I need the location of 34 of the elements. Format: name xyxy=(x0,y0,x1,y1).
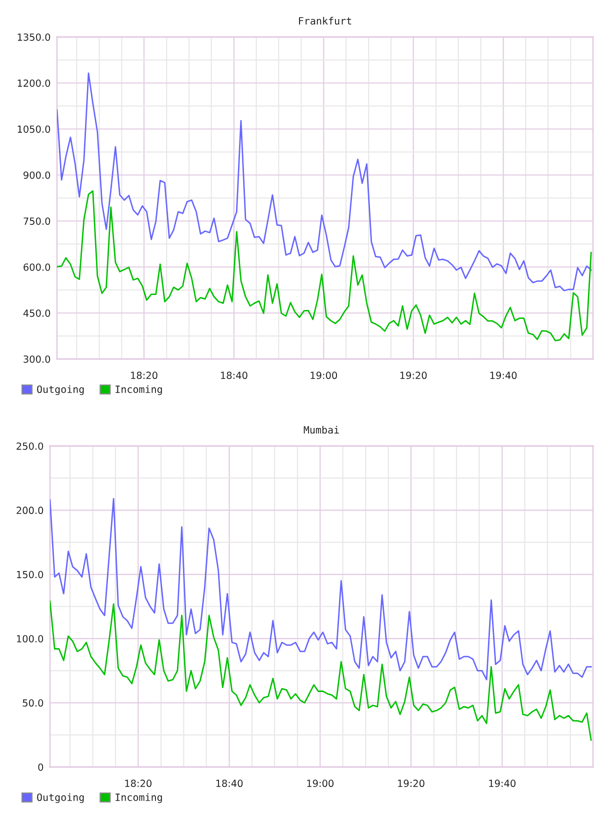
legend-label: Incoming xyxy=(116,385,162,396)
x-tick-label: 19:00 xyxy=(307,780,334,788)
y-tick-label: 600.0 xyxy=(24,263,50,271)
y-tick-label: 300.0 xyxy=(24,355,50,363)
legend-label: Outgoing xyxy=(37,793,84,804)
x-tick-label: 19:40 xyxy=(490,372,517,380)
y-tick-label: 0 xyxy=(38,763,44,771)
y-tick-label: 250.0 xyxy=(16,442,44,450)
y-tick-label: 1200.0 xyxy=(18,79,50,87)
x-tick-label: 19:00 xyxy=(310,372,338,380)
y-tick-label: 50.0 xyxy=(22,699,44,707)
line-series xyxy=(57,72,592,292)
y-tick-label: 150.0 xyxy=(16,570,44,578)
x-tick-label: 18:20 xyxy=(125,780,152,788)
chart-title: Mumbai xyxy=(304,426,339,434)
y-tick-label: 900.0 xyxy=(24,171,50,179)
chart-title: Frankfurt xyxy=(299,16,352,25)
line-series xyxy=(57,190,592,342)
x-tick-label: 18:20 xyxy=(131,372,158,380)
y-tick-label: 750.0 xyxy=(24,217,50,225)
y-tick-label: 1350.0 xyxy=(18,33,50,41)
x-tick-label: 19:20 xyxy=(398,780,424,788)
x-tick-label: 18:40 xyxy=(216,780,243,788)
line-series xyxy=(50,498,592,680)
x-tick-label: 19:40 xyxy=(489,780,516,788)
y-tick-label: 1050.0 xyxy=(18,125,50,133)
line-series xyxy=(50,600,592,741)
x-tick-label: 19:20 xyxy=(400,372,427,380)
y-tick-label: 450.0 xyxy=(23,309,50,317)
legend-label: Outgoing xyxy=(37,385,84,396)
legend-label: Incoming xyxy=(116,793,162,804)
x-tick-label: 18:40 xyxy=(221,372,248,380)
y-tick-label: 100.0 xyxy=(16,635,44,642)
y-tick-label: 200.0 xyxy=(16,506,44,514)
